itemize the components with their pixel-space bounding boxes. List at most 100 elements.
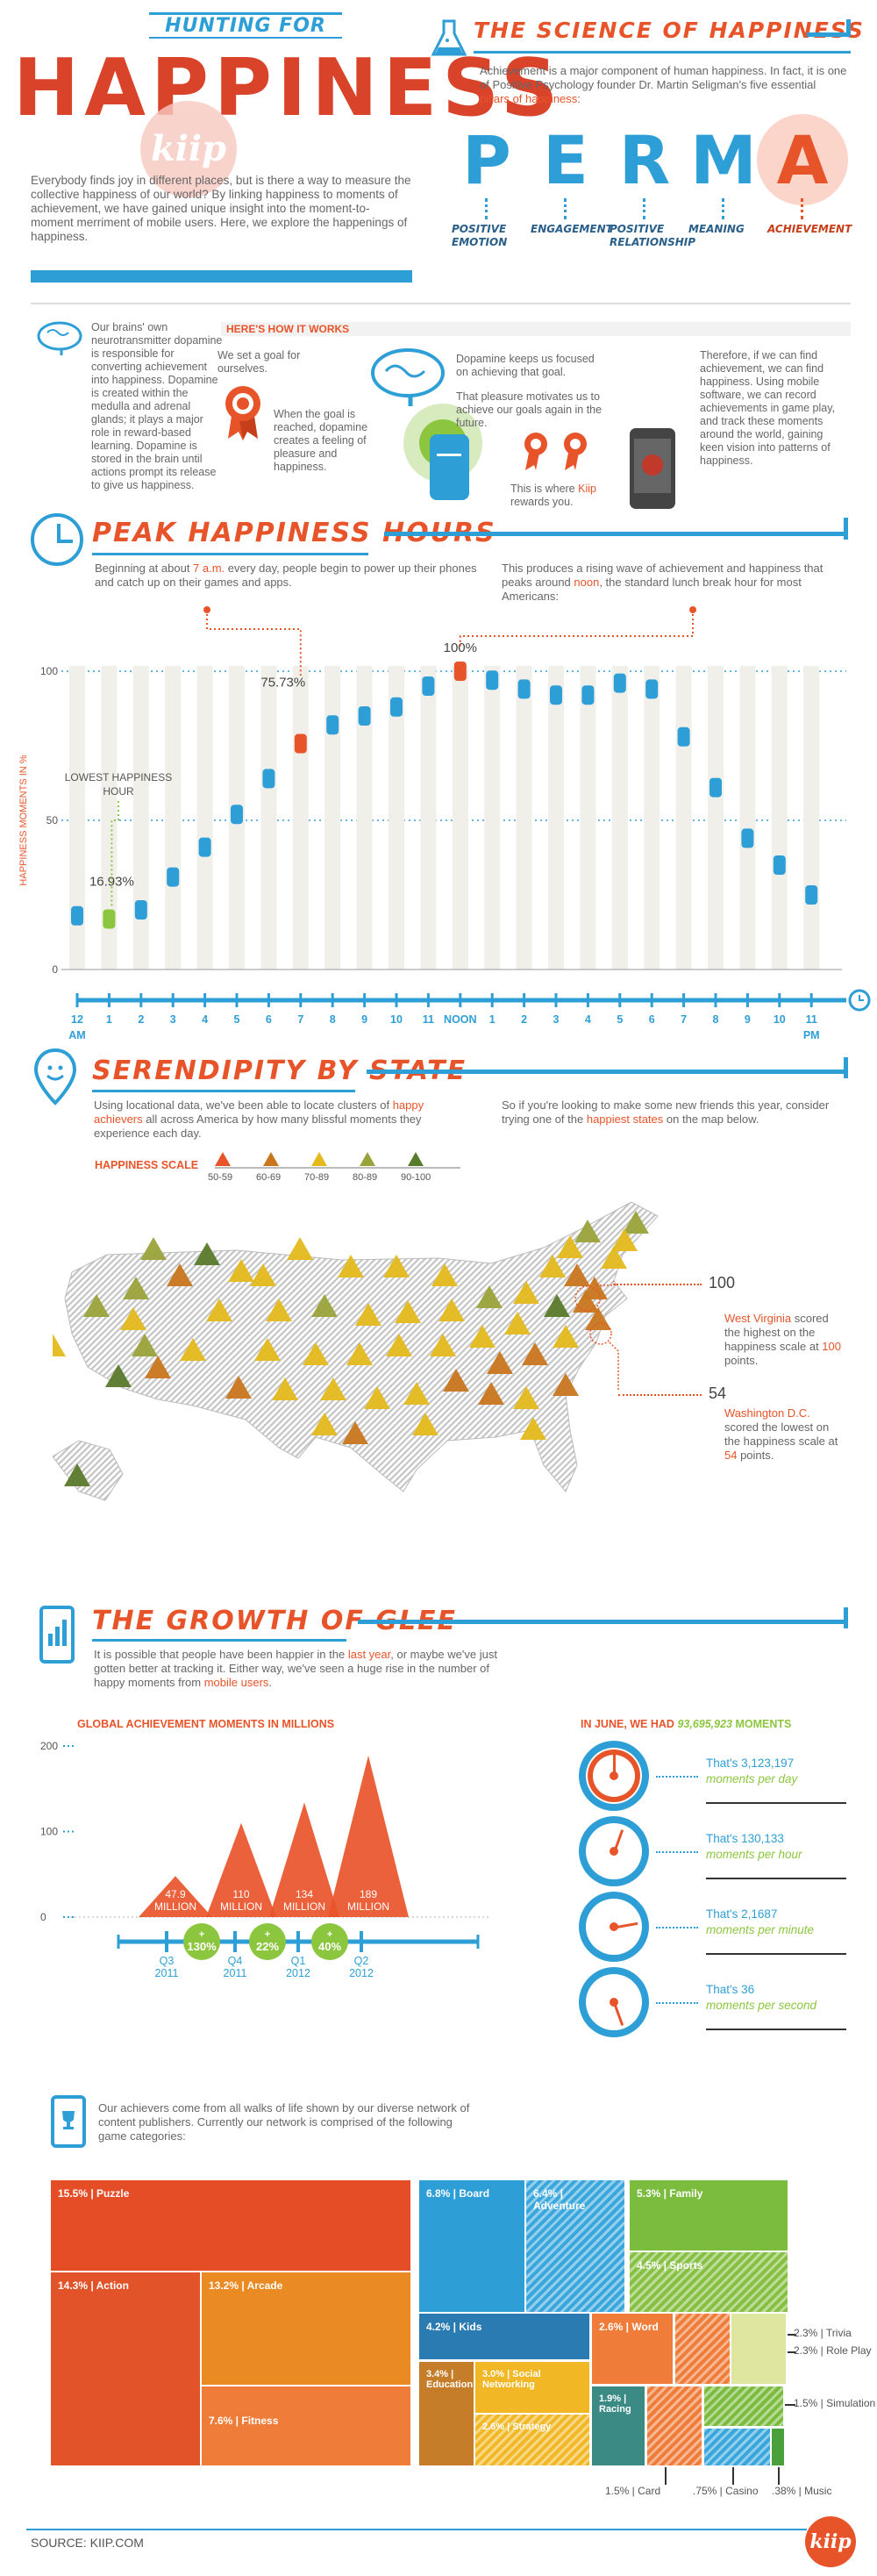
glee-bar [328,1755,409,1917]
glee-year-label: 2012 [286,1967,310,1979]
dc-value: 54 [709,1385,727,1402]
ribbon-icon [221,384,265,440]
label-lowest: 16.93% [89,874,134,889]
intro-text: Everybody finds joy in different places,… [31,174,411,243]
note-left-dot [203,606,210,613]
time-tick-label: 12 [71,1013,83,1026]
dc-text: Washington D.C. scored the lowest on the… [724,1406,838,1462]
time-tick-label: 8 [713,1013,719,1026]
glee-quarter-label: Q4 [228,1955,243,1967]
treemap-music-block [772,2429,784,2465]
state-happiness-marker [539,1255,566,1277]
state-text-left: Using locational data, we've been able t… [94,1098,424,1140]
axis-clock-hands [859,995,864,1001]
state-happiness-marker [553,1325,579,1348]
time-tick-label: 3 [170,1013,176,1026]
therefore-text: Therefore, if we can find achievement, w… [700,349,836,467]
hour-column [165,666,182,970]
time-tick-label: 10 [774,1013,786,1026]
treemap-word: 2.6% | Word [592,2314,673,2384]
hour-value-marker [198,837,211,857]
stat-connector [656,1776,698,1778]
state-happiness-marker [623,1211,649,1234]
treemap-orange-block [675,2314,730,2384]
hour-value-marker [550,685,562,705]
perma-label-a: ACHIEVEMENT [767,223,852,235]
state-happiness-marker [513,1386,539,1409]
time-tick-label: 5 [234,1013,240,1026]
perma-label-m: MEANING [688,223,745,235]
treemap-puzzle: 15.5% | Puzzle [51,2180,410,2271]
state-happiness-marker [504,1312,531,1335]
time-tick-label: 2 [138,1013,144,1026]
state-happiness-marker [194,1242,220,1265]
how-it-works-bar [221,322,851,336]
glee-bar-unit: MILLION [347,1900,389,1913]
hour-value-marker [71,905,83,926]
time-tick-label: 9 [361,1013,367,1026]
glee-y-tick: 200 [40,1740,58,1752]
hour-column [516,666,532,970]
hour-column [260,666,277,970]
source-text: SOURCE: KIIP.COM [31,2536,144,2550]
state-happiness-marker [228,1259,254,1282]
hour-value-marker [103,909,116,929]
state-happiness-marker [520,1417,546,1440]
state-happiness-marker [611,1228,638,1251]
hour-value-marker [453,662,467,681]
location-pin-icon [33,1048,77,1106]
state-happiness-marker [601,1246,627,1269]
dc-highlight [589,1322,612,1345]
hour-value-marker [677,726,690,747]
glee-year-label: 2012 [349,1967,374,1979]
alaska-shape [53,1440,124,1501]
trophy-phone-icon [51,2095,86,2148]
state-happiness-marker [180,1338,206,1361]
growth-plus-icon: + [327,1929,332,1940]
kiip-rewards-text: This is where Kiip rewards you. [510,483,596,508]
lowest-label-line2: HOUR [103,785,134,798]
motivates-text: That pleasure motivates us to achieve ou… [456,390,602,429]
reward-ribbon-icon [561,432,589,470]
stat-number: That's 130,133 [706,1832,784,1845]
stat-number: That's 3,123,197 [706,1757,795,1770]
state-happiness-marker [346,1342,373,1365]
perma-letter-p: P [462,121,511,199]
hour-value-marker [709,777,722,798]
us-happiness-map [53,1202,659,1501]
perma-connector [722,198,724,219]
state-happiness-marker [338,1255,364,1277]
note-right-connector [459,610,694,649]
stat-separator [706,1953,846,1955]
june-moments-title: IN JUNE, WE HAD 93,695,923 MOMENTS [581,1718,792,1730]
state-happiness-marker [487,1351,513,1374]
hour-value-marker [358,706,371,726]
stat-unit: moments per second [706,1999,817,2012]
glee-quarter-label: Q3 [160,1955,175,1967]
peak-note-right: This produces a rising wave of achieveme… [502,562,824,603]
hour-value-marker [326,715,339,735]
science-text: Achievement is a major component of huma… [480,64,847,105]
footer-line [26,2529,807,2530]
time-tick-label: 9 [745,1013,751,1026]
hour-value-marker [262,769,275,789]
dopamine-text: Our brains' own neurotransmitter dopamin… [91,321,223,491]
focus-text: Dopamine keeps us focused on achieving t… [456,353,595,378]
state-happiness-marker [431,1263,458,1286]
time-tick-label: 4 [202,1013,208,1026]
dc-connector [609,1342,619,1391]
section-divider [31,303,851,304]
scale-swatch [311,1152,327,1166]
network-text: Our achievers come from all walks of lif… [98,2101,470,2143]
hour-column [420,666,437,970]
perma-connector [564,198,567,219]
scale-label: 60-69 [256,1172,282,1183]
goal-reached-text: When the goal is reached, dopamine creat… [274,408,368,473]
glee-bar-unit: MILLION [154,1900,196,1913]
stat-unit: moments per minute [706,1923,815,1936]
hour-column [324,666,341,970]
stat-unit: moments per hour [706,1848,802,1861]
kiip-footer-logo[interactable]: kiip [805,2516,856,2567]
treemap-adventure: 6.4% | Adventure [526,2180,624,2312]
state-happiness-marker [311,1294,338,1317]
